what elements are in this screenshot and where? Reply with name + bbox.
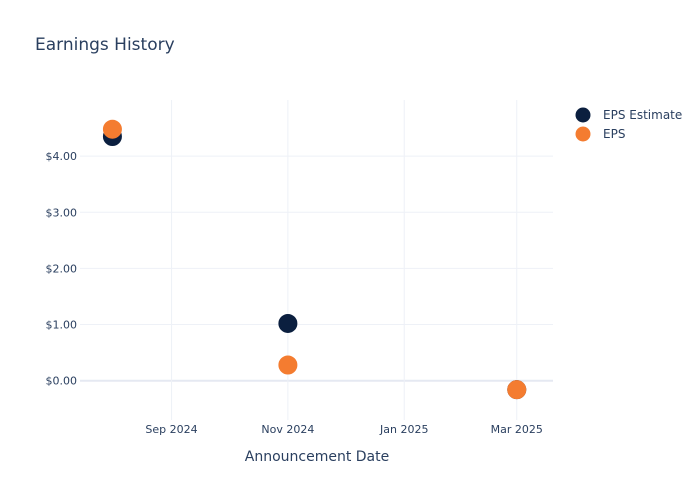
x-tick-label: Sep 2024 [145,423,197,436]
point-eps[interactable] [102,119,122,139]
legend-item-eps-estimate[interactable]: EPS Estimate [575,107,683,123]
x-axis-ticks: Sep 2024 Nov 2024 Jan 2025 Mar 2025 [145,423,542,436]
data-points [102,119,527,400]
legend-label: EPS Estimate [603,108,682,122]
grid-lines [80,100,553,420]
x-tick-label: Mar 2025 [491,423,543,436]
legend: EPS Estimate EPS [575,107,683,142]
x-tick-label: Jan 2025 [379,423,428,436]
point-eps[interactable] [507,380,527,400]
x-tick-label: Nov 2024 [261,423,314,436]
y-tick-label: $1.00 [46,319,78,332]
legend-marker [575,126,591,142]
y-tick-label: $0.00 [46,375,78,388]
chart-title: Earnings History [35,35,175,55]
point-eps[interactable] [278,355,298,375]
legend-item-eps[interactable]: EPS [575,126,626,142]
y-tick-label: $2.00 [46,262,78,275]
legend-label: EPS [603,127,625,141]
y-tick-label: $4.00 [46,150,78,163]
point-eps-estimate[interactable] [278,313,298,333]
y-tick-label: $3.00 [46,206,78,219]
x-axis-title: Announcement Date [245,449,389,465]
y-axis-ticks: $0.00 $1.00 $2.00 $3.00 $4.00 [46,150,78,388]
legend-marker [575,107,591,123]
